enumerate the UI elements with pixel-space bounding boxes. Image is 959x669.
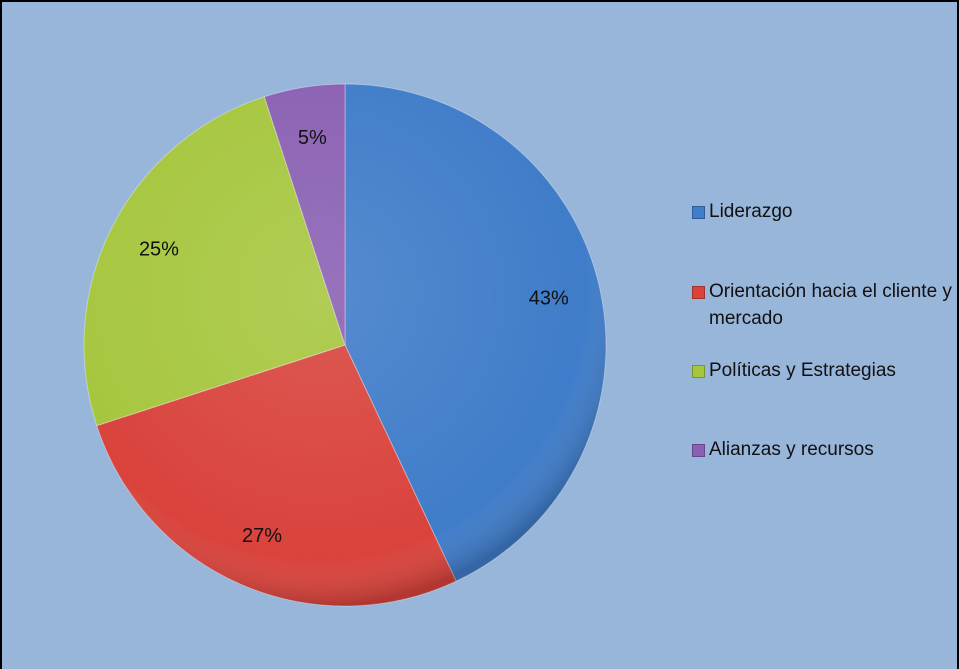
- legend-label: Políticas y Estrategias: [709, 360, 896, 381]
- data-label: 27%: [242, 525, 282, 547]
- legend-item: Alianzas y recursos: [692, 436, 954, 463]
- legend-item: Orientación hacia el cliente y mercado: [692, 278, 954, 332]
- legend-swatch: [692, 206, 705, 219]
- data-label: 25%: [139, 238, 179, 260]
- legend-swatch: [692, 365, 705, 378]
- legend-label: Liderazgo: [709, 201, 793, 222]
- legend-label: Alianzas y recursos: [709, 439, 874, 460]
- legend-swatch: [692, 444, 705, 457]
- legend-label: Orientación hacia el cliente y mercado: [709, 281, 952, 329]
- legend-swatch: [692, 286, 705, 299]
- legend-item: Liderazgo: [692, 198, 954, 225]
- data-label: 43%: [529, 288, 569, 310]
- legend-item: Políticas y Estrategias: [692, 357, 954, 384]
- data-label: 5%: [298, 127, 327, 149]
